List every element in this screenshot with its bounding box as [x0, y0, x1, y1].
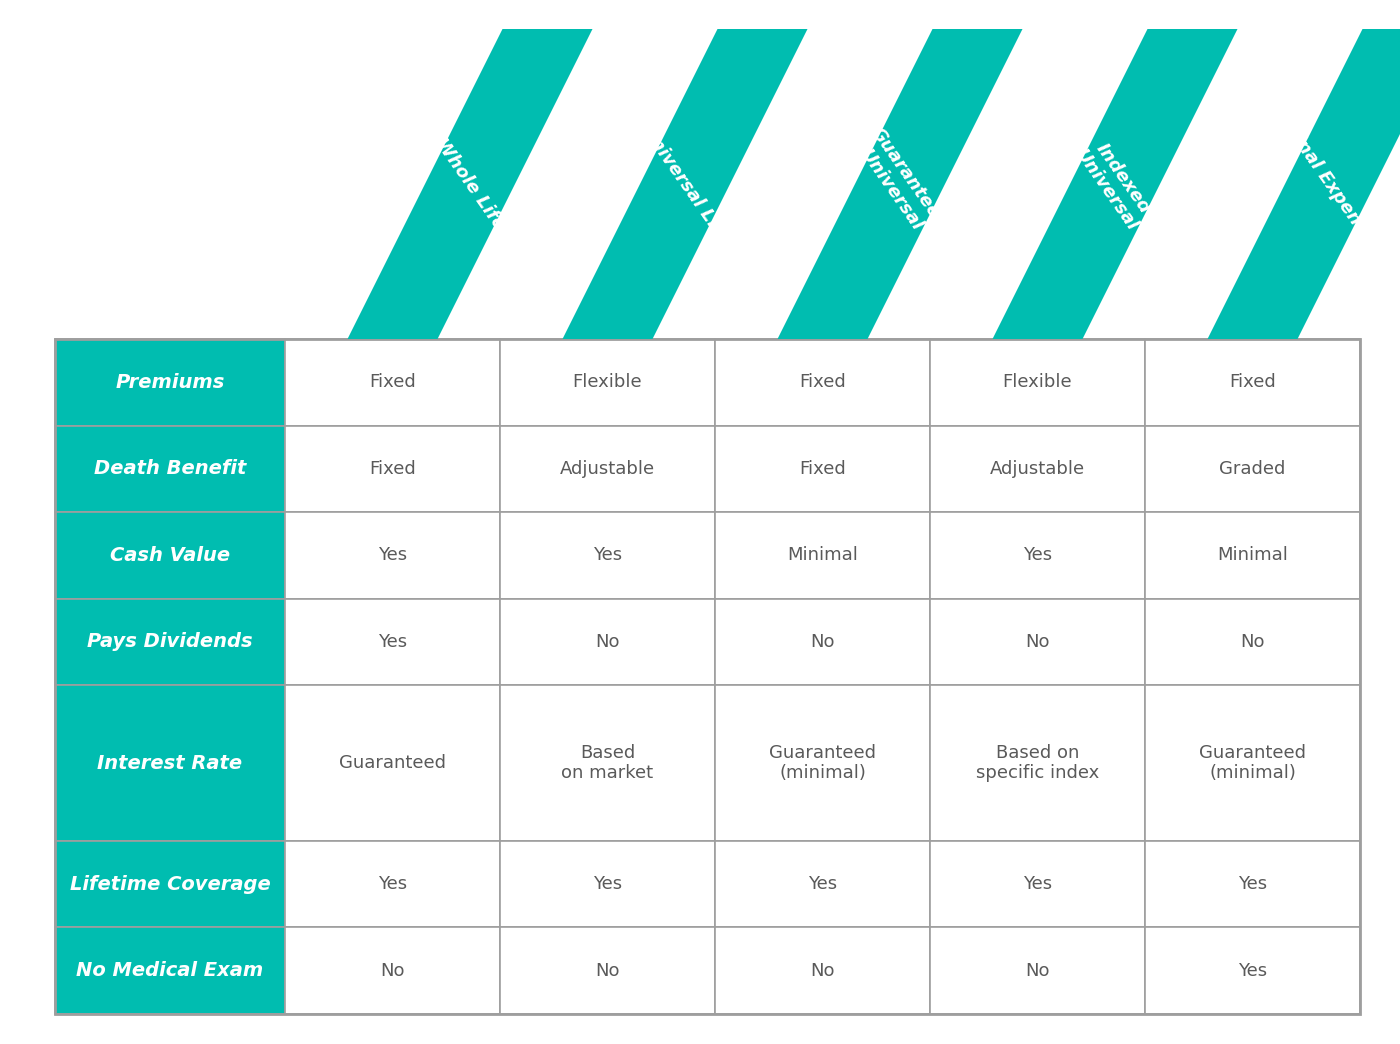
- Bar: [1145, 840, 1359, 927]
- Text: Based on
specific index: Based on specific index: [976, 743, 1099, 782]
- Text: Yes: Yes: [1238, 962, 1267, 979]
- Text: Interest Rate: Interest Rate: [98, 754, 242, 773]
- Text: Guaranteed
Universal: Guaranteed Universal: [850, 124, 951, 244]
- Bar: [55, 840, 286, 927]
- Bar: [715, 927, 930, 1014]
- Bar: [286, 598, 500, 685]
- Text: Minimal: Minimal: [1217, 546, 1288, 565]
- Text: Flexible: Flexible: [573, 374, 643, 392]
- Text: Fixed: Fixed: [799, 459, 846, 478]
- Bar: [500, 840, 715, 927]
- Text: Pays Dividends: Pays Dividends: [87, 633, 253, 651]
- Text: Adjustable: Adjustable: [560, 459, 655, 478]
- Bar: [930, 426, 1145, 512]
- Text: No: No: [1025, 962, 1050, 979]
- Bar: [715, 426, 930, 512]
- Bar: [500, 927, 715, 1014]
- Bar: [55, 512, 286, 598]
- Polygon shape: [777, 29, 1022, 339]
- Bar: [1145, 426, 1359, 512]
- Text: Yes: Yes: [378, 546, 407, 565]
- Text: Yes: Yes: [1023, 546, 1051, 565]
- Text: Guaranteed: Guaranteed: [339, 754, 447, 773]
- Bar: [715, 598, 930, 685]
- Text: No: No: [595, 633, 620, 650]
- Text: Final Expense: Final Expense: [1282, 121, 1378, 246]
- Bar: [930, 927, 1145, 1014]
- Bar: [55, 927, 286, 1014]
- Bar: [500, 685, 715, 840]
- Bar: [500, 426, 715, 512]
- Text: No: No: [381, 962, 405, 979]
- Text: No Medical Exam: No Medical Exam: [77, 962, 263, 980]
- Bar: [930, 512, 1145, 598]
- Bar: [55, 426, 286, 512]
- Text: Whole Life: Whole Life: [431, 135, 508, 233]
- Bar: [286, 426, 500, 512]
- Text: Cash Value: Cash Value: [111, 546, 230, 565]
- Text: Graded: Graded: [1219, 459, 1285, 478]
- Bar: [930, 598, 1145, 685]
- Text: Lifetime Coverage: Lifetime Coverage: [70, 875, 270, 894]
- Bar: [930, 339, 1145, 426]
- Polygon shape: [993, 29, 1238, 339]
- Text: Yes: Yes: [1238, 875, 1267, 894]
- Bar: [1145, 685, 1359, 840]
- Text: Flexible: Flexible: [1002, 374, 1072, 392]
- Polygon shape: [563, 29, 808, 339]
- Bar: [1145, 598, 1359, 685]
- Bar: [55, 685, 286, 840]
- Bar: [930, 840, 1145, 927]
- Bar: [286, 927, 500, 1014]
- Text: Fixed: Fixed: [799, 374, 846, 392]
- Text: No: No: [811, 633, 834, 650]
- Text: No: No: [811, 962, 834, 979]
- Text: Yes: Yes: [594, 875, 622, 894]
- Bar: [500, 512, 715, 598]
- Bar: [55, 339, 1359, 1014]
- Text: Minimal: Minimal: [787, 546, 858, 565]
- Text: Guaranteed
(minimal): Guaranteed (minimal): [1198, 743, 1306, 782]
- Bar: [55, 339, 286, 426]
- Bar: [930, 685, 1145, 840]
- Bar: [1145, 512, 1359, 598]
- Text: Yes: Yes: [378, 633, 407, 650]
- Text: Fixed: Fixed: [370, 459, 416, 478]
- Bar: [715, 512, 930, 598]
- Text: Guaranteed
(minimal): Guaranteed (minimal): [769, 743, 876, 782]
- Text: No: No: [1240, 633, 1264, 650]
- Bar: [500, 598, 715, 685]
- Text: Indexed
Universal: Indexed Universal: [1072, 134, 1158, 234]
- Polygon shape: [347, 29, 592, 339]
- Bar: [715, 339, 930, 426]
- Polygon shape: [1207, 29, 1400, 339]
- Bar: [286, 339, 500, 426]
- Text: Fixed: Fixed: [1229, 374, 1275, 392]
- Bar: [55, 598, 286, 685]
- Bar: [286, 685, 500, 840]
- Bar: [500, 339, 715, 426]
- Bar: [715, 685, 930, 840]
- Text: No: No: [595, 962, 620, 979]
- Text: Yes: Yes: [1023, 875, 1051, 894]
- Text: Universal Life: Universal Life: [637, 122, 732, 246]
- Text: Fixed: Fixed: [370, 374, 416, 392]
- Text: Yes: Yes: [808, 875, 837, 894]
- Text: No: No: [1025, 633, 1050, 650]
- Text: Yes: Yes: [378, 875, 407, 894]
- Bar: [286, 512, 500, 598]
- Text: Yes: Yes: [594, 546, 622, 565]
- Bar: [1145, 339, 1359, 426]
- Bar: [286, 840, 500, 927]
- Bar: [715, 840, 930, 927]
- Text: Based
on market: Based on market: [561, 743, 654, 782]
- Text: Death Benefit: Death Benefit: [94, 459, 246, 478]
- Bar: [1145, 927, 1359, 1014]
- Text: Adjustable: Adjustable: [990, 459, 1085, 478]
- Text: Premiums: Premiums: [115, 373, 224, 392]
